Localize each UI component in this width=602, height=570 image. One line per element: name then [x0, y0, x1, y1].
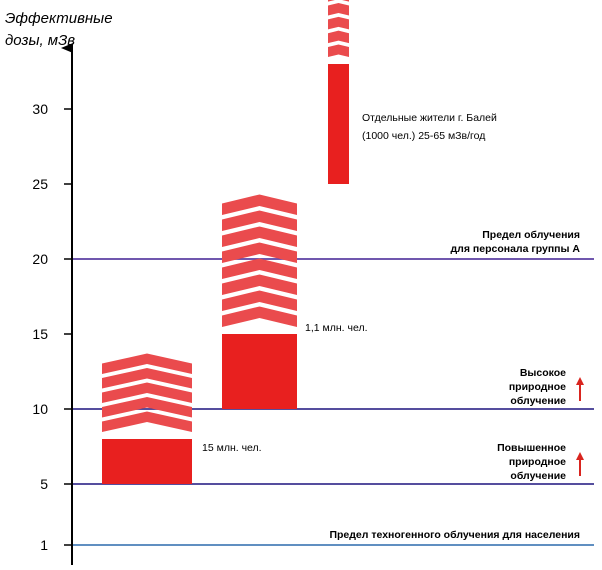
- bar-label-1: 15 млн. чел.: [202, 442, 262, 454]
- bar-3-chevron-3: [328, 16, 349, 30]
- bar-3: [328, 64, 349, 184]
- up-arrow-head-5: [576, 452, 584, 460]
- y-tick-label-20: 20: [32, 251, 48, 267]
- bar-1-chevron-3: [102, 382, 192, 403]
- up-arrow-head-10: [576, 377, 584, 385]
- bar-label-3: Отдельные жители г. Балей (1000 чел.) 25-…: [362, 112, 497, 142]
- bar-2-chevron-2: [222, 290, 297, 311]
- reference-label-5: Повышенное природное облучение: [497, 442, 566, 482]
- reference-label-20: Предел облучения для персонала группы А: [451, 229, 581, 255]
- bar-1-chevron-4: [102, 368, 192, 389]
- bar-2-chevron-6: [222, 226, 297, 247]
- bar-2-chevron-8: [222, 194, 297, 215]
- bar-2-chevron-4: [222, 258, 297, 279]
- y-tick-label-25: 25: [32, 176, 48, 192]
- bar-3-chevron-2: [328, 30, 349, 44]
- bar-1: [102, 439, 192, 484]
- bar-3-chevron-5: [328, 0, 349, 2]
- bar-2-chevron-1: [222, 306, 297, 327]
- y-axis-label: Эффективные дозы, мЗв: [5, 10, 113, 49]
- bar-1-chevron-5: [102, 353, 192, 374]
- y-tick-label-15: 15: [32, 326, 48, 342]
- y-tick-label-10: 10: [32, 401, 48, 417]
- reference-label-1: Предел техногенного облучения для населе…: [329, 529, 580, 541]
- reference-label-10: Высокое природное облучение: [509, 367, 566, 407]
- bar-3-chevron-1: [328, 44, 349, 57]
- bar-2-chevron-7: [222, 210, 297, 231]
- bar-3-chevron-4: [328, 3, 349, 16]
- y-tick-label-1: 1: [40, 537, 48, 553]
- bar-2-chevron-5: [222, 242, 297, 263]
- bar-label-2: 1,1 млн. чел.: [305, 322, 368, 334]
- y-tick-label-30: 30: [32, 101, 48, 117]
- y-tick-label-5: 5: [40, 476, 48, 492]
- bar-1-chevron-1: [102, 411, 192, 432]
- bar-2: [222, 334, 297, 409]
- bar-2-chevron-3: [222, 274, 297, 295]
- bar-1-chevron-2: [102, 397, 192, 418]
